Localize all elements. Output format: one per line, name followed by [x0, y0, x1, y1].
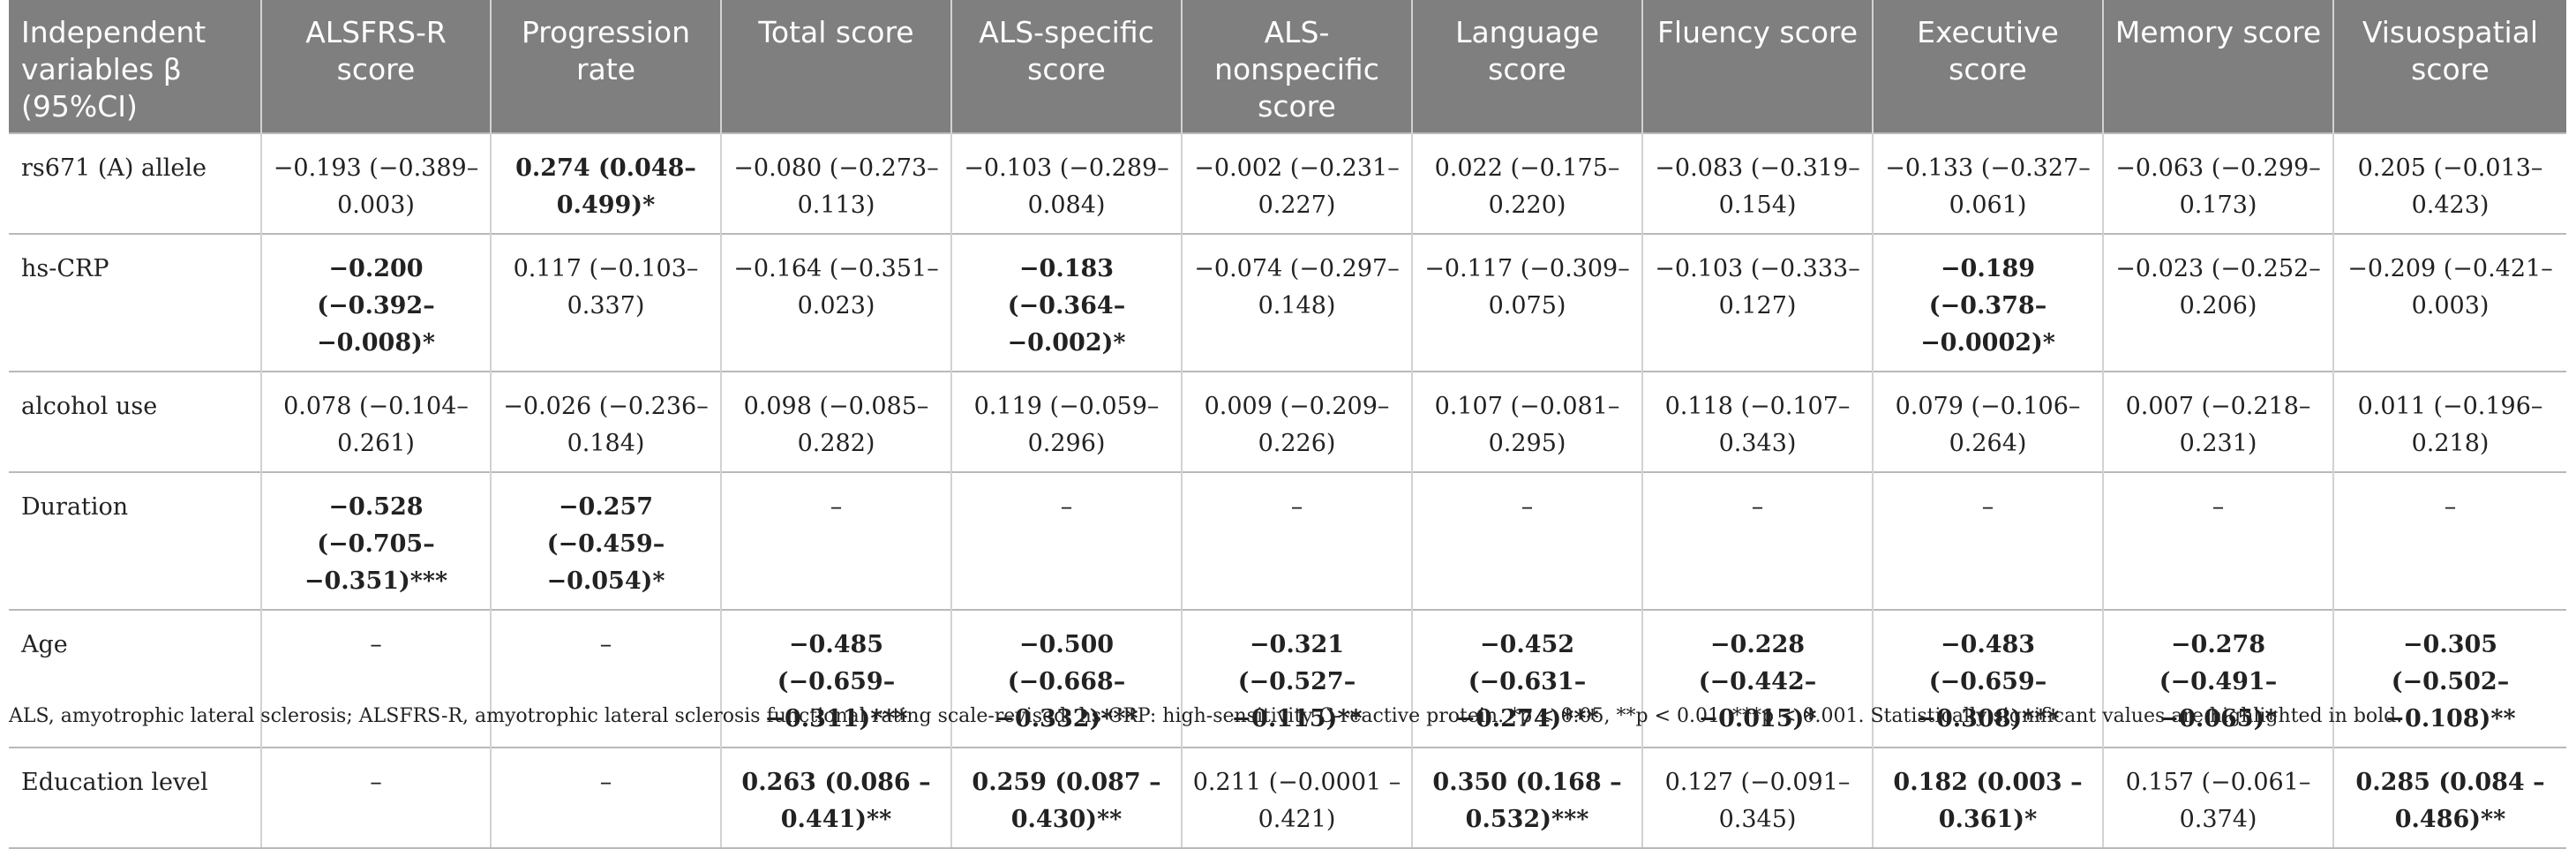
table-cell: 0.007 (−0.218–0.231) [2102, 371, 2333, 472]
row-label: alcohol use [9, 371, 261, 472]
table-cell: 0.259 (0.087 –0.430)** [950, 747, 1182, 849]
table-row: rs671 (A) allele −0.193 (−0.389–0.003) 0.2… [9, 132, 2566, 234]
table-row: Age – – −0.485 (−0.659–−0.311)*** −0.500 (−0… [9, 609, 2566, 748]
header-row: Independent variables β (95%CI) ALSFRS-R… [9, 0, 2566, 133]
header-cell: Independent variables β (95%CI) [9, 0, 261, 133]
table-cell: −0.485 (−0.659–−0.311)*** [720, 609, 951, 748]
table-cell: 0.118 (−0.107–0.343) [1641, 371, 1873, 472]
table-cell: −0.209 (−0.421–0.003) [2332, 233, 2566, 372]
header-cell: ALSFRS-R score [260, 0, 491, 133]
regression-table-container: Independent variables β (95%CI) ALSFRS-R… [9, 0, 2566, 849]
header-cell: Memory score [2102, 0, 2333, 133]
table-cell: −0.305 (−0.502–−0.108)** [2332, 609, 2566, 748]
table-cell: −0.278 (−0.491–−0.065)* [2102, 609, 2333, 748]
table-cell: – [260, 747, 491, 849]
table-cell: – [1181, 471, 1412, 610]
header-cell: Visuospatial score [2332, 0, 2566, 133]
table-cell: – [2102, 471, 2333, 610]
table-cell: 0.285 (0.084 –0.486)** [2332, 747, 2566, 849]
row-label: Education level [9, 747, 261, 849]
table-cell: 0.117 (−0.103–0.337) [490, 233, 721, 372]
table-cell: – [720, 471, 951, 610]
header-cell: Fluency score [1641, 0, 1873, 133]
table-cell: – [260, 609, 491, 748]
table-cell: −0.103 (−0.333–0.127) [1641, 233, 1873, 372]
table-cell: −0.200 (−0.392–−0.008)* [260, 233, 491, 372]
table-cell: −0.193 (−0.389–0.003) [260, 132, 491, 234]
table-cell: – [490, 747, 721, 849]
table-cell: – [490, 609, 721, 748]
table-cell: 0.107 (−0.081–0.295) [1411, 371, 1642, 472]
table-cell: 0.263 (0.086 –0.441)** [720, 747, 951, 849]
header-cell: Executive score [1872, 0, 2103, 133]
table-cell: −0.133 (−0.327–0.061) [1872, 132, 2103, 234]
table-cell: 0.157 (−0.061–0.374) [2102, 747, 2333, 849]
table-cell: 0.011 (−0.196–0.218) [2332, 371, 2566, 472]
header-cell: ALS-nonspecific score [1181, 0, 1412, 133]
table-cell: −0.500 (−0.668–−0.332)*** [950, 609, 1182, 748]
row-label: Duration [9, 471, 261, 610]
header-cell: Total score [720, 0, 951, 133]
table-row: alcohol use 0.078 (−0.104–0.261) −0.026 (−… [9, 371, 2566, 472]
table-cell: −0.074 (−0.297–0.148) [1181, 233, 1412, 372]
table-row: Duration −0.528 (−0.705–−0.351)*** −0.257 … [9, 471, 2566, 610]
table-cell: −0.080 (−0.273–0.113) [720, 132, 951, 234]
table-cell: −0.083 (−0.319–0.154) [1641, 132, 1873, 234]
table-row: hs-CRP −0.200 (−0.392–−0.008)* 0.117 (−0.1… [9, 233, 2566, 372]
table-cell: −0.063 (−0.299–0.173) [2102, 132, 2333, 234]
table-cell: −0.183 (−0.364–−0.002)* [950, 233, 1182, 372]
table-cell: −0.103 (−0.289–0.084) [950, 132, 1182, 234]
table-cell: – [1872, 471, 2103, 610]
table-cell: 0.274 (0.048–0.499)* [490, 132, 721, 234]
table-cell: 0.079 (−0.106–0.264) [1872, 371, 2103, 472]
header-cell: ALS-specific score [950, 0, 1182, 133]
table-cell: 0.205 (−0.013–0.423) [2332, 132, 2566, 234]
table-cell: 0.211 (−0.0001 –0.421) [1181, 747, 1412, 849]
table-cell: 0.127 (−0.091–0.345) [1641, 747, 1873, 849]
row-label: hs-CRP [9, 233, 261, 372]
table-cell: −0.452 (−0.631–−0.274)*** [1411, 609, 1642, 748]
table-cell: −0.023 (−0.252–0.206) [2102, 233, 2333, 372]
row-label: Age [9, 609, 261, 748]
header-cell: Language score [1411, 0, 1642, 133]
table-cell: 0.350 (0.168 –0.532)*** [1411, 747, 1642, 849]
table-cell: – [1641, 471, 1873, 610]
table-cell: −0.189 (−0.378–−0.0002)* [1872, 233, 2103, 372]
table-cell: 0.119 (−0.059–0.296) [950, 371, 1182, 472]
table-row: Education level – –0.263 (0.086 –0.441)** 0… [9, 747, 2566, 849]
regression-table: Independent variables β (95%CI) ALSFRS-R… [9, 0, 2566, 849]
table-cell: −0.528 (−0.705–−0.351)*** [260, 471, 491, 610]
table-cell: 0.009 (−0.209–0.226) [1181, 371, 1412, 472]
table-cell: −0.002 (−0.231–0.227) [1181, 132, 1412, 234]
table-cell: 0.078 (−0.104–0.261) [260, 371, 491, 472]
table-cell: −0.483 (−0.659–−0.308)*** [1872, 609, 2103, 748]
table-cell: −0.321 (−0.527–−0.115)** [1181, 609, 1412, 748]
table-cell: – [950, 471, 1182, 610]
table-cell: −0.164 (−0.351–0.023) [720, 233, 951, 372]
table-cell: 0.182 (0.003 –0.361)* [1872, 747, 2103, 849]
table-cell: 0.098 (−0.085–0.282) [720, 371, 951, 472]
table-cell: −0.026 (−0.236–0.184) [490, 371, 721, 472]
table-cell: – [2332, 471, 2566, 610]
table-cell: – [1411, 471, 1642, 610]
table-cell: −0.228 (−0.442–−0.015)* [1641, 609, 1873, 748]
header-cell: Progression rate [490, 0, 721, 133]
table-cell: −0.117 (−0.309–0.075) [1411, 233, 1642, 372]
table-cell: 0.022 (−0.175–0.220) [1411, 132, 1642, 234]
table-footnote: ALS, amyotrophic lateral sclerosis; ALSF… [9, 705, 2403, 727]
row-label: rs671 (A) allele [9, 132, 261, 234]
table-cell: −0.257 (−0.459–−0.054)* [490, 471, 721, 610]
